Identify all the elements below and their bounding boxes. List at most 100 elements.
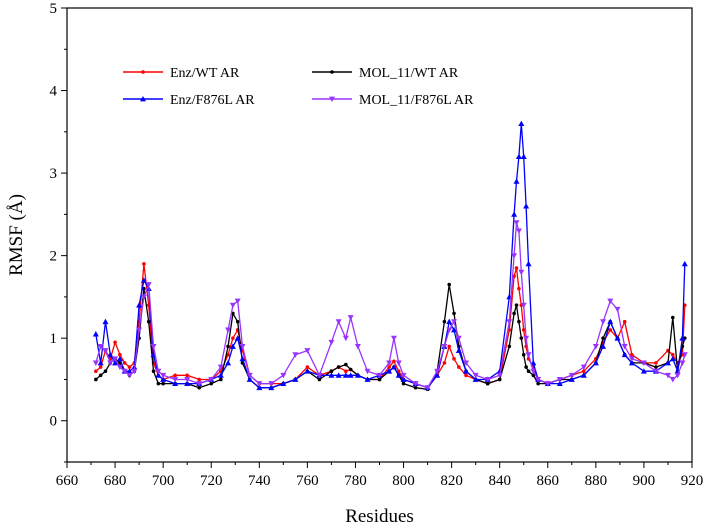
data-point [94,369,98,374]
data-point [280,372,287,379]
x-tick-label: 840 [488,473,511,489]
data-point [580,372,587,378]
data-point [344,369,348,374]
data-point [225,327,232,333]
data-point [208,377,215,383]
data-point [580,364,587,371]
data-point [140,277,147,283]
data-point [654,361,658,365]
data-point [121,368,128,375]
x-tick-label: 800 [392,473,415,489]
data-point [621,351,628,358]
data-point [451,319,458,325]
data-point [395,360,402,366]
data-point [103,369,108,374]
data-point [544,381,551,387]
data-point [514,303,519,307]
y-tick-label: 2 [50,249,58,265]
data-point [451,326,458,333]
data-point [670,352,675,357]
data-point [342,372,349,378]
data-point [354,372,361,378]
data-point [209,381,214,386]
data-point [102,348,109,354]
data-point [535,377,542,383]
data-point [329,369,334,374]
data-point [652,368,659,375]
data-point [592,344,599,350]
data-point [395,372,402,378]
data-point [442,361,447,365]
data-point [518,120,525,126]
data-point [328,372,335,378]
data-point [376,372,383,379]
data-point [107,360,114,366]
data-point [472,372,479,379]
data-point [531,373,536,378]
data-point [234,298,241,305]
data-point [304,348,311,354]
data-point [514,266,519,270]
data-point [316,372,323,379]
legend-marker [141,70,145,74]
data-point [256,381,263,387]
data-point [628,356,635,362]
data-point [97,344,104,350]
data-point [556,380,563,386]
data-point [151,369,156,374]
data-point [226,352,230,357]
data-point [364,376,371,382]
data-point [156,381,161,386]
data-point [447,282,452,287]
data-point [364,368,371,375]
x-tick-label: 660 [56,473,79,489]
data-point [601,336,605,340]
data-point [513,178,520,184]
data-point [424,385,431,391]
y-tick-label: 5 [50,1,58,17]
data-point [515,228,522,234]
data-point [280,380,287,386]
data-point [400,372,407,379]
data-point [434,372,441,378]
data-point [354,344,361,350]
data-point [681,260,688,267]
x-tick-label: 700 [152,473,175,489]
x-tick-label: 880 [585,473,608,489]
x-tick-label: 860 [537,473,560,489]
data-point [231,336,235,340]
data-point [229,343,236,349]
data-point [447,344,452,349]
data-point [98,365,103,369]
data-point [173,373,177,378]
x-tick-label: 720 [200,473,223,489]
data-point [197,377,202,382]
legend-entry: MOL_11/WT AR [312,66,459,81]
data-point [600,319,607,325]
data-point [92,360,99,366]
data-point [519,336,524,340]
data-point [674,372,681,379]
data-point [457,365,461,369]
data-point [607,298,614,305]
data-point [161,381,165,386]
data-point [520,153,527,159]
data-point [679,335,686,341]
data-point [592,359,599,366]
data-point [669,355,676,362]
data-point [512,311,516,316]
data-point [600,343,607,349]
legend-entry: Enz/WT AR [123,66,240,81]
data-point [497,377,502,382]
data-point [336,365,341,369]
data-point [455,347,462,353]
data-point [317,377,322,382]
data-point [118,352,122,357]
data-point [292,376,299,382]
data-point [184,380,191,386]
data-point [98,373,103,378]
data-point [472,376,479,382]
data-point [386,368,393,374]
